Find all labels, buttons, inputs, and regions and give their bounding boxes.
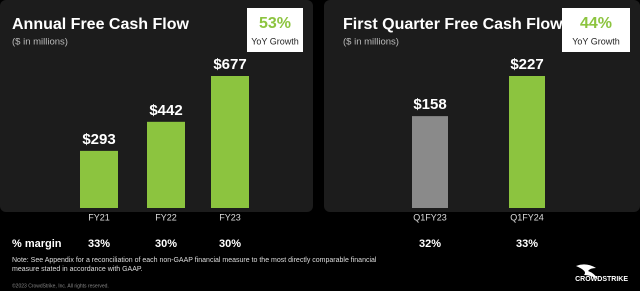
- x-tick-label: Q1FY24: [510, 212, 544, 222]
- value-label: $227: [510, 56, 543, 73]
- x-tick-label: Q1FY23: [413, 212, 447, 222]
- chart-subtitle: ($ in millions): [12, 37, 68, 48]
- margin-title: % margin: [12, 238, 62, 250]
- chart-title: First Quarter Free Cash Flow: [343, 16, 563, 33]
- growth-caption: YoY Growth: [572, 36, 620, 46]
- chart-title: Annual Free Cash Flow: [12, 16, 189, 33]
- growth-caption: YoY Growth: [251, 36, 299, 46]
- x-tick-label: FY22: [155, 212, 177, 222]
- margin-value: 33%: [516, 238, 538, 250]
- value-label: $677: [213, 56, 246, 73]
- bar: [509, 76, 545, 208]
- margin-value: 32%: [419, 238, 441, 250]
- bar: [147, 121, 185, 208]
- margin-value: 30%: [155, 238, 177, 250]
- note: Note: See Appendix for a reconciliation …: [12, 257, 377, 273]
- margin-value: 30%: [219, 238, 241, 250]
- value-label: $158: [413, 96, 446, 113]
- growth-value: 53%: [259, 15, 291, 32]
- panel: [324, 0, 640, 212]
- bar: [412, 116, 448, 208]
- chart-subtitle: ($ in millions): [343, 37, 399, 48]
- value-label: $293: [82, 131, 115, 148]
- bar: [80, 150, 118, 208]
- x-tick-label: FY23: [219, 212, 241, 222]
- bar: [211, 76, 249, 208]
- value-label: $442: [149, 102, 182, 119]
- footer: ©2023 CrowdStrike, Inc. All rights reser…: [12, 282, 109, 289]
- x-tick-label: FY21: [88, 212, 110, 222]
- margin-value: 33%: [88, 238, 110, 250]
- logo: CROWDSTRIKE: [575, 276, 628, 283]
- growth-value: 44%: [580, 15, 612, 32]
- growth-box: [562, 8, 630, 52]
- growth-box: [247, 8, 303, 52]
- logo-icon: [576, 264, 598, 279]
